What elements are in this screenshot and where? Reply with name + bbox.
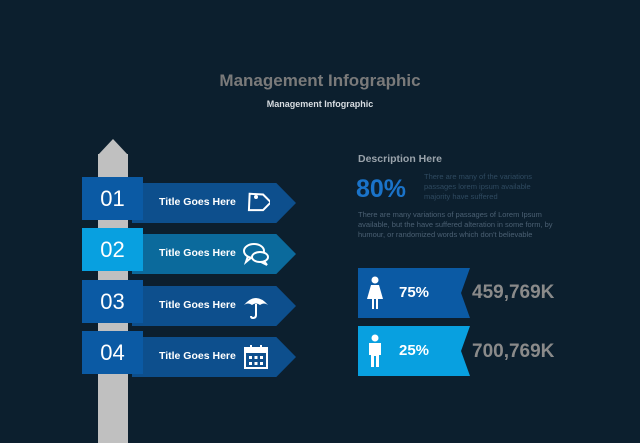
description-percent: 80% [356,175,407,203]
stat-value: 700,769K [472,341,555,362]
sign-arrow [132,286,296,326]
tag-icon [247,192,270,212]
calendar-icon [244,345,268,369]
sign-02: 02 Title Goes Here [82,228,296,274]
sign-number: 04 [82,331,143,374]
sign-label: Title Goes Here [159,196,236,208]
chat-bubbles-icon [243,243,269,266]
sign-03: 03 Title Goes Here [82,280,296,326]
male-person-icon [369,334,381,367]
sign-label: Title Goes Here [159,247,236,259]
page-subtitle: Management Infographic [266,99,374,109]
sign-label: Title Goes Here [159,299,236,311]
sign-label: Title Goes Here [159,350,236,362]
sign-arrow [132,234,296,274]
sign-number: 03 [82,280,143,323]
page-title: Management Infographic [219,71,421,90]
description-paragraph: There are many variations of passages of… [358,210,553,239]
description-title: Description Here [358,153,443,165]
sign-number: 02 [82,228,143,271]
signpost-tip [98,139,128,155]
sign-number: 01 [82,177,143,220]
sign-arrow [132,183,296,223]
sign-01: 01 Title Goes Here [82,177,296,223]
description-small-text: There are many of the variations passage… [424,172,532,201]
sign-arrow [132,337,296,377]
stat-female: 75% [358,268,470,318]
stat-percent: 75% [399,284,430,301]
stat-value: 459,769K [472,282,555,303]
female-person-icon [367,276,383,309]
umbrella-icon [244,298,268,320]
sign-04: 04 Title Goes Here [82,331,296,377]
stat-percent: 25% [399,342,430,359]
stat-male: 25% [358,326,470,376]
